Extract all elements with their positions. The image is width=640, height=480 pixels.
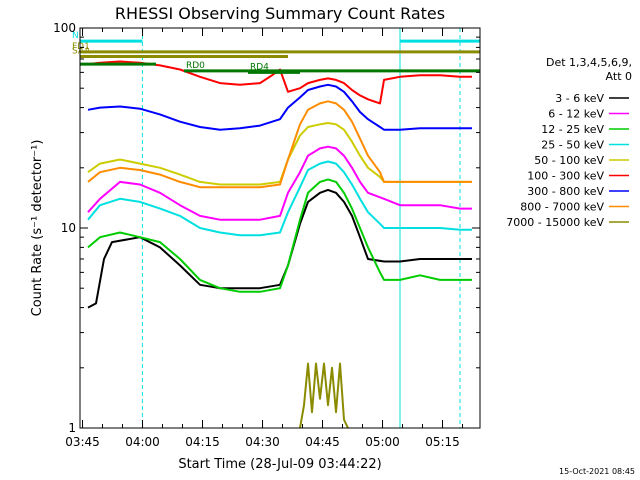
series-line-7	[87, 100, 472, 189]
legend-label-3: 25 - 50 keV	[541, 139, 604, 152]
state-bar-label-0: FD1	[72, 42, 90, 52]
state-bar-label-2: N	[72, 31, 79, 41]
axes: 1 10 100 03:45 04:00 04:15 04:30 04:45 05:00 05:1…	[53, 21, 480, 449]
legend-label-7: 800 - 7000 keV	[520, 201, 604, 214]
legend-header-0: Det 1,3,4,5,6,9,	[546, 56, 632, 69]
x-tick-label-4: 04:45	[305, 435, 340, 449]
series-line-0	[87, 188, 472, 309]
series-line-1	[87, 145, 472, 221]
series-line-2	[87, 178, 472, 293]
y-tick-label-0: 1	[68, 421, 76, 435]
footer-timestamp: 15-Oct-2021 08:45	[559, 467, 635, 476]
legend-label-5: 100 - 300 keV	[527, 170, 604, 183]
series-line-8	[299, 362, 349, 429]
y-axis-label: Count Rate (s⁻¹ detector⁻¹)	[30, 140, 45, 317]
x-tick-label-1: 04:00	[125, 435, 160, 449]
legend-label-0: 3 - 6 keV	[555, 92, 604, 105]
y-tick-label-1: 10	[61, 221, 76, 235]
series-line-5	[87, 60, 472, 105]
state-bar-label-6: RD4	[250, 62, 269, 72]
x-tick-label-2: 04:15	[185, 435, 220, 449]
legend-header-1: Att 0	[606, 70, 632, 83]
state-bar-label-5: RD0	[186, 61, 205, 71]
state-bar-label-1: SAA	[72, 47, 91, 57]
x-tick-label-0: 03:45	[65, 435, 100, 449]
x-tick-label-6: 05:15	[425, 435, 460, 449]
x-tick-label-3: 04:30	[245, 435, 280, 449]
chart-title: RHESSI Observing Summary Count Rates	[115, 4, 445, 23]
x-tick-label-5: 05:00	[365, 435, 400, 449]
legend-label-8: 7000 - 15000 keV	[506, 216, 604, 229]
x-axis-label: Start Time (28-Jul-09 03:44:22)	[178, 457, 381, 472]
legend-label-6: 300 - 800 keV	[527, 185, 604, 198]
series-line-3	[87, 160, 472, 237]
series-line-6	[87, 83, 472, 131]
y-tick-label-2: 100	[53, 21, 76, 35]
legend-label-4: 50 - 100 keV	[534, 154, 604, 167]
legend-label-2: 12 - 25 keV	[541, 123, 604, 136]
legend: Det 1,3,4,5,6,9,Att 03 - 6 keV 6 - 12 keV…	[506, 56, 632, 229]
legend-label-1: 6 - 12 keV	[548, 108, 604, 121]
